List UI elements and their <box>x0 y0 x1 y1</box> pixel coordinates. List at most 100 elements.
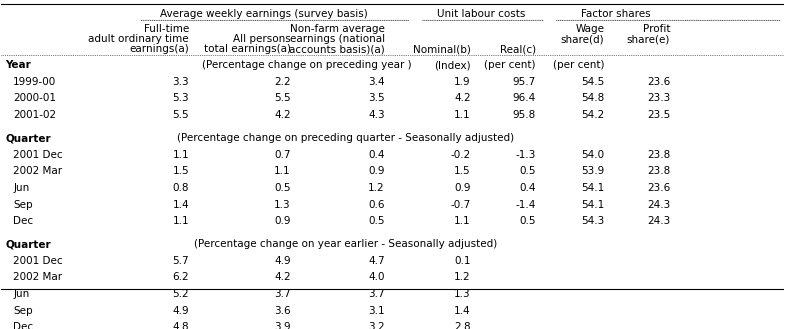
Text: 95.7: 95.7 <box>513 77 535 87</box>
Text: 1.5: 1.5 <box>454 166 471 176</box>
Text: 3.4: 3.4 <box>368 77 385 87</box>
Text: 1.1: 1.1 <box>173 150 189 160</box>
Text: 2000-01: 2000-01 <box>13 93 56 104</box>
Text: 24.3: 24.3 <box>647 216 670 226</box>
Text: 1.1: 1.1 <box>454 216 471 226</box>
Text: 4.7: 4.7 <box>368 256 385 266</box>
Text: 5.7: 5.7 <box>173 256 189 266</box>
Text: All persons: All persons <box>233 34 290 44</box>
Text: 2001 Dec: 2001 Dec <box>13 256 63 266</box>
Text: 96.4: 96.4 <box>513 93 535 104</box>
Text: 24.3: 24.3 <box>647 199 670 210</box>
Text: 0.8: 0.8 <box>173 183 189 193</box>
Text: 3.7: 3.7 <box>274 289 290 299</box>
Text: Dec: Dec <box>13 216 33 226</box>
Text: 4.2: 4.2 <box>454 93 471 104</box>
Text: 53.9: 53.9 <box>581 166 604 176</box>
Text: 23.5: 23.5 <box>647 110 670 120</box>
Text: 1.4: 1.4 <box>454 306 471 316</box>
Text: 23.6: 23.6 <box>647 183 670 193</box>
Text: (Percentage change on year earlier - Seasonally adjusted): (Percentage change on year earlier - Sea… <box>194 239 497 249</box>
Text: adult ordinary time: adult ordinary time <box>89 34 189 44</box>
Text: 0.4: 0.4 <box>519 183 535 193</box>
Text: accounts basis)(a): accounts basis)(a) <box>289 44 385 54</box>
Text: 23.8: 23.8 <box>647 150 670 160</box>
Text: 54.1: 54.1 <box>581 199 604 210</box>
Text: 0.1: 0.1 <box>455 256 471 266</box>
Text: Non-farm average: Non-farm average <box>290 24 385 34</box>
Text: earnings(a): earnings(a) <box>130 44 189 54</box>
Text: 3.3: 3.3 <box>173 77 189 87</box>
Text: Sep: Sep <box>13 306 33 316</box>
Text: 0.5: 0.5 <box>519 216 535 226</box>
Text: 1.1: 1.1 <box>454 110 471 120</box>
Text: 0.5: 0.5 <box>274 183 290 193</box>
Text: 2.2: 2.2 <box>274 77 290 87</box>
Text: 0.4: 0.4 <box>368 150 385 160</box>
Text: 1.2: 1.2 <box>368 183 385 193</box>
Text: -0.7: -0.7 <box>451 199 471 210</box>
Text: 6.2: 6.2 <box>173 272 189 282</box>
Text: 2001 Dec: 2001 Dec <box>13 150 63 160</box>
Text: 4.0: 4.0 <box>368 272 385 282</box>
Text: 5.3: 5.3 <box>173 93 189 104</box>
Text: Wage: Wage <box>575 24 604 34</box>
Text: -1.4: -1.4 <box>515 199 535 210</box>
Text: 4.9: 4.9 <box>173 306 189 316</box>
Text: 3.6: 3.6 <box>274 306 290 316</box>
Text: 54.0: 54.0 <box>582 150 604 160</box>
Text: 1.2: 1.2 <box>454 272 471 282</box>
Text: 23.6: 23.6 <box>647 77 670 87</box>
Text: Jun: Jun <box>13 289 29 299</box>
Text: 1.1: 1.1 <box>274 166 290 176</box>
Text: Average weekly earnings (survey basis): Average weekly earnings (survey basis) <box>159 10 367 19</box>
Text: 2001-02: 2001-02 <box>13 110 57 120</box>
Text: 1.4: 1.4 <box>173 199 189 210</box>
Text: 5.5: 5.5 <box>274 93 290 104</box>
Text: 0.9: 0.9 <box>368 166 385 176</box>
Text: Quarter: Quarter <box>5 239 51 249</box>
Text: (Percentage change on preceding year ): (Percentage change on preceding year ) <box>202 60 411 70</box>
Text: 0.9: 0.9 <box>274 216 290 226</box>
Text: Jun: Jun <box>13 183 29 193</box>
Text: 4.2: 4.2 <box>274 110 290 120</box>
Text: 1.1: 1.1 <box>173 216 189 226</box>
Text: total earnings(a): total earnings(a) <box>204 44 290 54</box>
Text: 23.8: 23.8 <box>647 166 670 176</box>
Text: 0.9: 0.9 <box>455 183 471 193</box>
Text: 0.6: 0.6 <box>368 199 385 210</box>
Text: 0.5: 0.5 <box>368 216 385 226</box>
Text: 0.5: 0.5 <box>519 166 535 176</box>
Text: (per cent): (per cent) <box>484 60 535 70</box>
Text: Profit: Profit <box>643 24 670 34</box>
Text: 1.9: 1.9 <box>454 77 471 87</box>
Text: 5.5: 5.5 <box>173 110 189 120</box>
Text: 54.2: 54.2 <box>581 110 604 120</box>
Text: -1.3: -1.3 <box>515 150 535 160</box>
Text: Factor shares: Factor shares <box>581 10 651 19</box>
Text: earnings (national: earnings (national <box>290 34 385 44</box>
Text: Year: Year <box>5 60 31 70</box>
Text: share(e): share(e) <box>626 34 670 44</box>
Text: 54.8: 54.8 <box>581 93 604 104</box>
Text: Quarter: Quarter <box>5 133 51 143</box>
Text: 2002 Mar: 2002 Mar <box>13 272 62 282</box>
Text: 1999-00: 1999-00 <box>13 77 57 87</box>
Text: 4.2: 4.2 <box>274 272 290 282</box>
Text: 2.8: 2.8 <box>454 322 471 329</box>
Text: 54.3: 54.3 <box>581 216 604 226</box>
Text: (Percentage change on preceding quarter - Seasonally adjusted): (Percentage change on preceding quarter … <box>177 133 514 143</box>
Text: 95.8: 95.8 <box>513 110 535 120</box>
Text: 4.3: 4.3 <box>368 110 385 120</box>
Text: Real(c): Real(c) <box>499 44 535 54</box>
Text: 1.3: 1.3 <box>274 199 290 210</box>
Text: 3.9: 3.9 <box>274 322 290 329</box>
Text: 3.1: 3.1 <box>368 306 385 316</box>
Text: share(d): share(d) <box>560 34 604 44</box>
Text: 2002 Mar: 2002 Mar <box>13 166 62 176</box>
Text: (per cent): (per cent) <box>553 60 604 70</box>
Text: 23.3: 23.3 <box>647 93 670 104</box>
Text: (Index): (Index) <box>434 60 471 70</box>
Text: Unit labour costs: Unit labour costs <box>437 10 526 19</box>
Text: Full-time: Full-time <box>144 24 189 34</box>
